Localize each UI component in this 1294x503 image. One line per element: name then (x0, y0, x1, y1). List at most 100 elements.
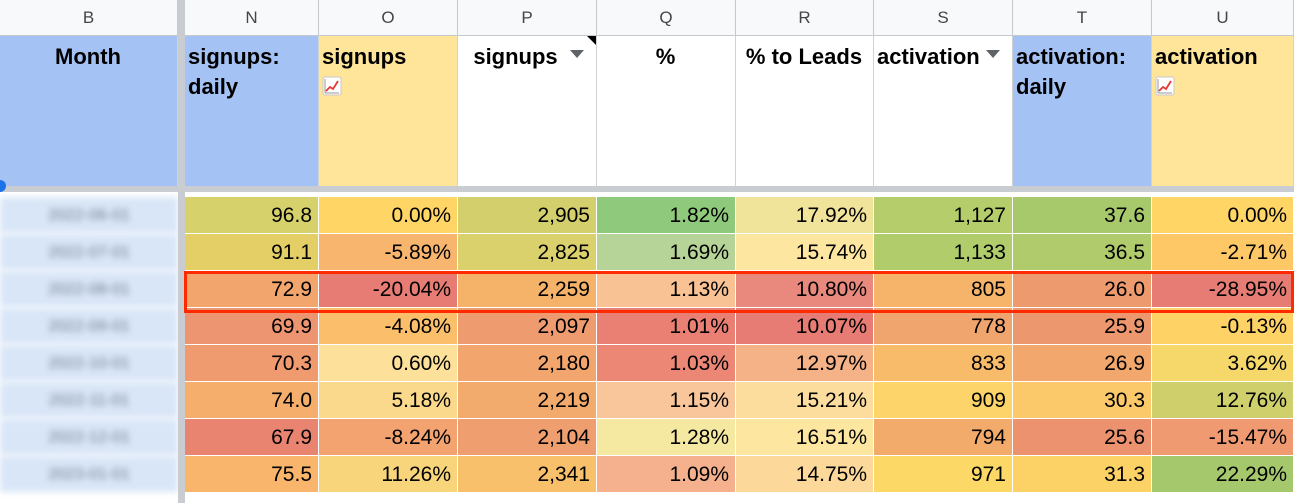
table-cell[interactable]: 1.82% (597, 197, 736, 234)
table-cell[interactable]: 833 (874, 345, 1013, 382)
header-cell-r[interactable]: % to Leads (736, 36, 874, 186)
table-cell[interactable]: 36.5 (1013, 234, 1152, 271)
header-label: signups (473, 44, 558, 69)
table-cell[interactable]: 26.0 (1013, 271, 1152, 308)
table-cell[interactable]: 1.15% (597, 382, 736, 419)
table-cell[interactable]: 70.3 (185, 345, 319, 382)
table-cell[interactable]: 25.6 (1013, 419, 1152, 456)
table-cell[interactable]: 1.03% (597, 345, 736, 382)
table-cell[interactable]: 26.9 (1013, 345, 1152, 382)
table-cell[interactable]: 2,219 (458, 382, 597, 419)
table-cell[interactable]: 1.13% (597, 271, 736, 308)
month-cell[interactable]: 2023-01-01 (0, 456, 178, 493)
table-cell[interactable]: 1.09% (597, 456, 736, 493)
table-cell[interactable]: 778 (874, 308, 1013, 345)
header-label: signups: daily (188, 44, 280, 99)
note-indicator-icon[interactable] (587, 36, 596, 45)
filter-dropdown-icon[interactable] (986, 50, 1000, 58)
table-cell[interactable]: 2,341 (458, 456, 597, 493)
table-cell[interactable]: 5.18% (319, 382, 458, 419)
table-cell[interactable]: 10.07% (736, 308, 874, 345)
table-cell[interactable]: 0.00% (319, 197, 458, 234)
frozen-column-divider[interactable] (178, 0, 185, 503)
month-cell[interactable]: 2022-11-01 (0, 382, 178, 419)
table-cell[interactable]: 0.00% (1152, 197, 1294, 234)
header-cell-p[interactable]: signups (458, 36, 597, 186)
column-letter-o[interactable]: O (319, 0, 458, 35)
month-cell[interactable]: 2022-10-01 (0, 345, 178, 382)
column-letter-r[interactable]: R (736, 0, 874, 35)
frozen-row-divider[interactable] (0, 186, 1294, 192)
table-cell[interactable]: 2,905 (458, 197, 597, 234)
table-cell[interactable]: 72.9 (185, 271, 319, 308)
table-cell[interactable]: 12.76% (1152, 382, 1294, 419)
header-cell-n[interactable]: signups: daily (185, 36, 319, 186)
table-cell[interactable]: 15.74% (736, 234, 874, 271)
filter-dropdown-icon[interactable] (570, 50, 584, 58)
table-cell[interactable]: 1.69% (597, 234, 736, 271)
month-cell[interactable]: 2022-07-01 (0, 234, 178, 271)
header-cell-t[interactable]: activation: daily (1013, 36, 1152, 186)
table-cell[interactable]: 2,259 (458, 271, 597, 308)
column-letter-p[interactable]: P (458, 0, 597, 35)
column-letter-b[interactable]: B (0, 0, 178, 35)
month-cell[interactable]: 2022-09-01 (0, 308, 178, 345)
table-cell[interactable]: 971 (874, 456, 1013, 493)
column-letter-q[interactable]: Q (597, 0, 736, 35)
table-cell[interactable]: 12.97% (736, 345, 874, 382)
table-cell[interactable]: 2,104 (458, 419, 597, 456)
table-cell[interactable]: -15.47% (1152, 419, 1294, 456)
header-cell-u[interactable]: activation (1152, 36, 1294, 186)
table-cell[interactable]: -20.04% (319, 271, 458, 308)
column-letter-s[interactable]: S (874, 0, 1013, 35)
table-cell[interactable]: 22.29% (1152, 456, 1294, 493)
table-cell[interactable]: 17.92% (736, 197, 874, 234)
table-cell[interactable]: 31.3 (1013, 456, 1152, 493)
table-cell[interactable]: -28.95% (1152, 271, 1294, 308)
column-letter-n[interactable]: N (185, 0, 319, 35)
table-cell[interactable]: 74.0 (185, 382, 319, 419)
table-cell[interactable]: 2,097 (458, 308, 597, 345)
column-letter-t[interactable]: T (1013, 0, 1152, 35)
table-cell[interactable]: 805 (874, 271, 1013, 308)
header-cell-q[interactable]: % (597, 36, 736, 186)
table-cell[interactable]: -0.13% (1152, 308, 1294, 345)
header-cell-o[interactable]: signups (319, 36, 458, 186)
table-cell[interactable]: 2,825 (458, 234, 597, 271)
table-cell[interactable]: -4.08% (319, 308, 458, 345)
table-cell[interactable]: 1,127 (874, 197, 1013, 234)
column-letter-u[interactable]: U (1152, 0, 1294, 35)
table-cell[interactable]: 2,180 (458, 345, 597, 382)
table-cell[interactable]: 37.6 (1013, 197, 1152, 234)
table-cell[interactable]: -2.71% (1152, 234, 1294, 271)
header-cell-s[interactable]: activation (874, 36, 1013, 186)
table-cell[interactable]: 75.5 (185, 456, 319, 493)
table-cell[interactable]: 0.60% (319, 345, 458, 382)
table-cell[interactable]: 909 (874, 382, 1013, 419)
table-cell[interactable]: 1,133 (874, 234, 1013, 271)
header-cell-b[interactable]: Month (0, 36, 178, 186)
month-cell[interactable]: 2022-12-01 (0, 419, 178, 456)
table-cell[interactable]: 794 (874, 419, 1013, 456)
month-cell[interactable]: 2022-08-01 (0, 271, 178, 308)
table-cell[interactable]: 69.9 (185, 308, 319, 345)
table-cell[interactable]: 1.28% (597, 419, 736, 456)
table-cell[interactable]: 67.9 (185, 419, 319, 456)
table-cell[interactable]: 16.51% (736, 419, 874, 456)
table-cell[interactable]: 11.26% (319, 456, 458, 493)
table-cell[interactable]: 96.8 (185, 197, 319, 234)
row-resize-handle-icon[interactable] (0, 180, 6, 192)
table-cell[interactable]: 1.01% (597, 308, 736, 345)
table-cell[interactable]: -5.89% (319, 234, 458, 271)
header-label: % (655, 44, 676, 69)
table-cell[interactable]: 3.62% (1152, 345, 1294, 382)
table-cell[interactable]: 91.1 (185, 234, 319, 271)
table-cell[interactable]: 30.3 (1013, 382, 1152, 419)
table-cell[interactable]: -8.24% (319, 419, 458, 456)
table-cell[interactable]: 25.9 (1013, 308, 1152, 345)
table-cell[interactable]: 15.21% (736, 382, 874, 419)
month-cell[interactable]: 2022-06-01 (0, 197, 178, 234)
table-cell[interactable]: 14.75% (736, 456, 874, 493)
table-cell[interactable]: 10.80% (736, 271, 874, 308)
